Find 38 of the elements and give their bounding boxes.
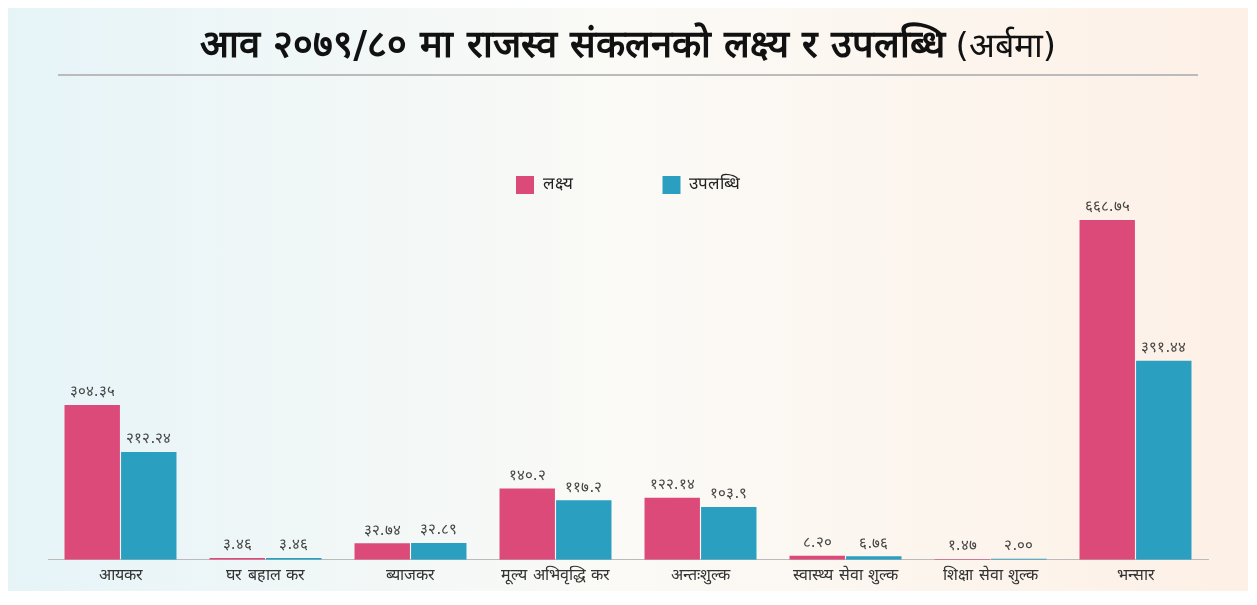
- bar: [499, 488, 555, 560]
- data-label: १४०.२: [508, 465, 546, 484]
- bar: [644, 497, 700, 560]
- bar: [1136, 360, 1192, 560]
- legend-label: लक्ष्य: [542, 173, 574, 194]
- data-label: ३९१.४४: [1141, 338, 1187, 357]
- data-label: ३०४.३५: [69, 382, 115, 401]
- bar: [64, 405, 120, 560]
- data-label: ३२.८९: [420, 520, 458, 539]
- data-label: १२२.१४: [649, 475, 695, 494]
- bar: [556, 500, 612, 560]
- x-tick-label: शिक्षा सेवा शुल्क: [943, 564, 1039, 585]
- data-label: ६६८.७५: [1084, 197, 1130, 216]
- chart-subtitle: (अर्बमा): [955, 25, 1057, 65]
- x-tick-label: मूल्य अभिवृद्धि कर: [501, 564, 610, 585]
- bar: [121, 451, 177, 560]
- data-label: ६.७६: [859, 533, 889, 552]
- bar: [354, 543, 410, 560]
- data-label: ३२.७४: [363, 520, 401, 539]
- x-tick-label: आयकर: [98, 564, 143, 584]
- data-label: ३.४६: [279, 535, 309, 554]
- data-label: ८.२०: [802, 533, 832, 552]
- data-label: ११७.२: [565, 477, 603, 496]
- x-tick-label: स्वास्थ्य सेवा शुल्क: [793, 564, 899, 585]
- legend-label: उपलब्धि: [689, 173, 741, 194]
- x-tick-label: अन्तःशुल्क: [671, 564, 731, 585]
- bar: [701, 506, 757, 560]
- bar: [411, 543, 467, 560]
- x-tick-label: घर बहाल कर: [226, 564, 305, 584]
- bar: [1079, 219, 1135, 560]
- data-label: २१२.२४: [126, 429, 172, 448]
- x-tick-label: भन्सार: [1116, 564, 1155, 584]
- data-label: १.४७: [947, 536, 977, 555]
- data-label: ३.४६: [222, 535, 252, 554]
- data-label: २.००: [1004, 536, 1034, 555]
- chart-title: आव २०७९/८० मा राजस्व संकलनको लक्ष्य र उपलब्धि: [199, 22, 946, 66]
- data-label: १०३.९: [710, 484, 748, 503]
- x-tick-label: ब्याजकर: [386, 564, 435, 584]
